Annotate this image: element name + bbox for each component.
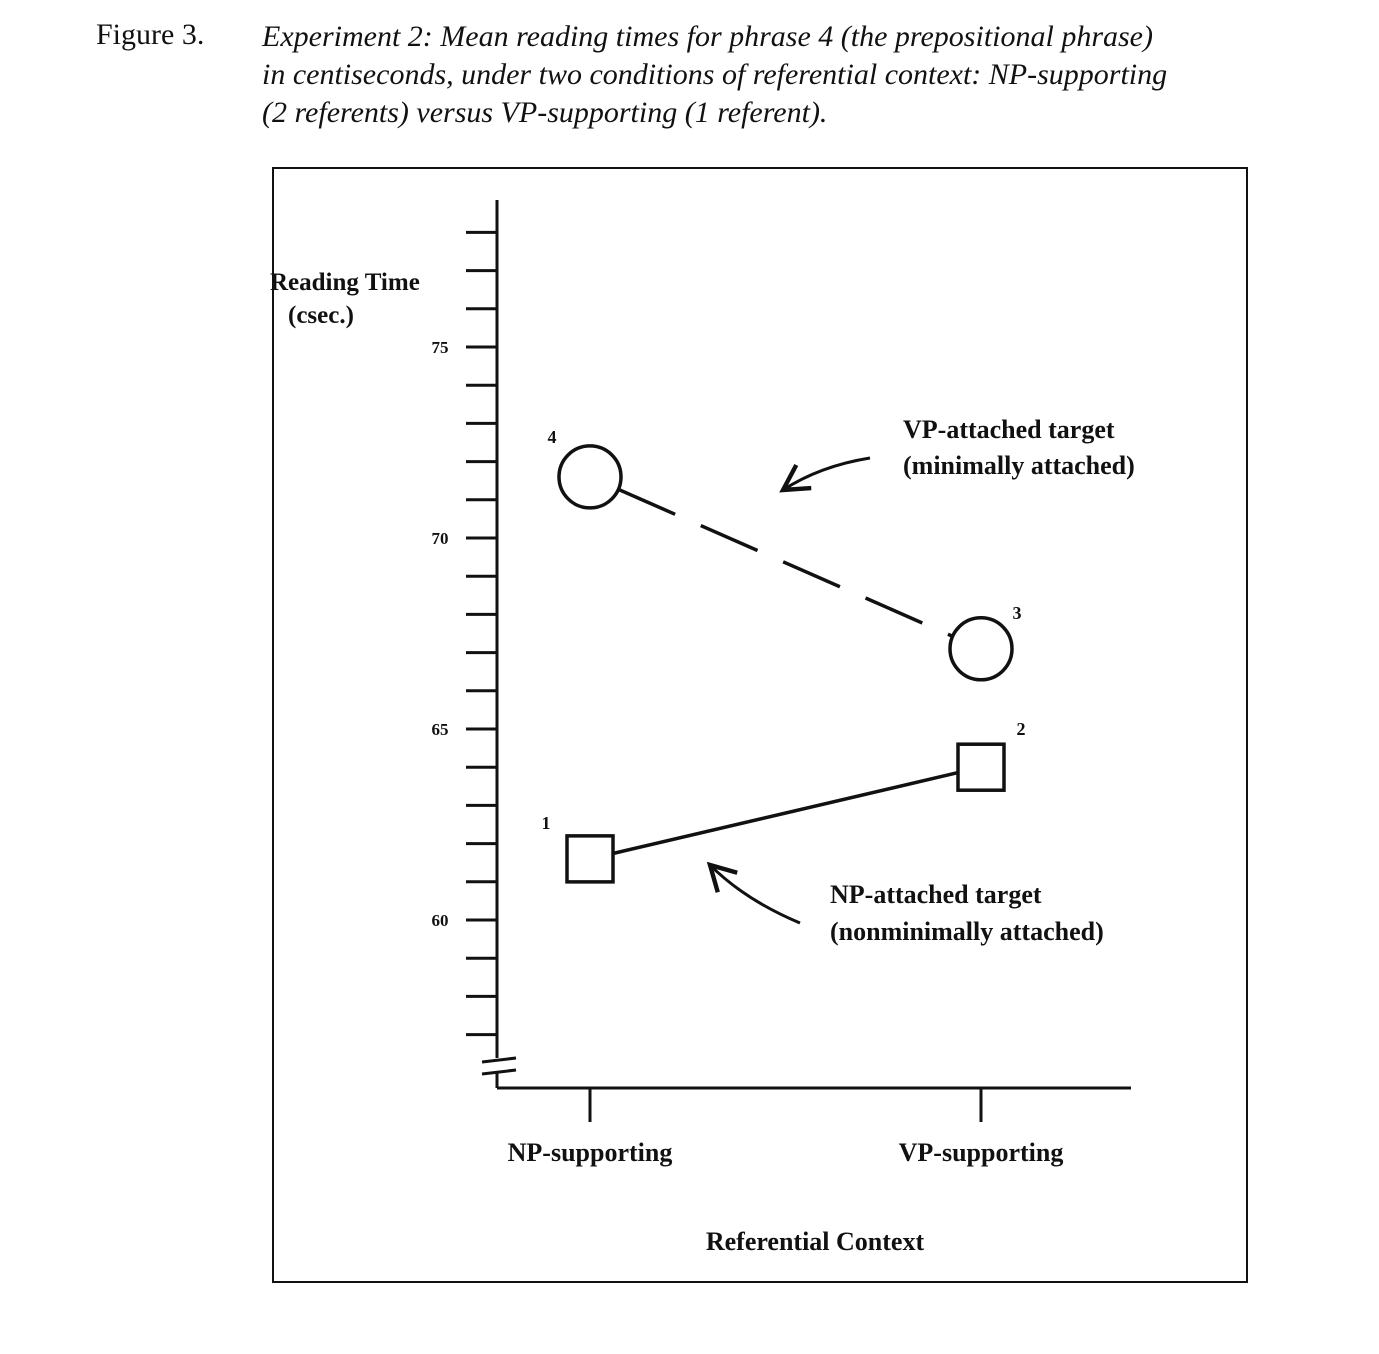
- y-tick-label: 60: [432, 911, 449, 930]
- axis-break-mark: [481, 1056, 517, 1064]
- x-axis-label: Referential Context: [706, 1227, 925, 1256]
- caption-line-1: Experiment 2: Mean reading times for phr…: [262, 20, 1153, 53]
- chart-frame: [272, 167, 1248, 1283]
- data-point-label: 3: [1013, 603, 1022, 623]
- annotation-arrow: [706, 861, 801, 925]
- series-layer: 4 3 1 2: [542, 427, 1026, 884]
- axes: 60 65 70 75 Reading Time (csec.) NP-supporting…: [270, 200, 1131, 1256]
- series-label-line-1: VP-attached target: [903, 415, 1115, 444]
- y-tick-label: 75: [432, 338, 449, 357]
- series-line-1: [617, 487, 954, 638]
- y-tick-label: 70: [432, 529, 449, 548]
- series-line-2: [611, 770, 960, 856]
- axis-break-mark: [481, 1068, 517, 1076]
- data-point-label: 2: [1017, 719, 1026, 739]
- x-tick-label: NP-supporting: [508, 1138, 673, 1167]
- y-axis-label-line-2: (csec.): [288, 302, 354, 329]
- series-label-line-1: NP-attached target: [830, 880, 1042, 909]
- y-axis-label-line-1: Reading Time: [270, 269, 420, 296]
- x-tick-label: VP-supporting: [899, 1138, 1064, 1167]
- data-point-square: [565, 834, 615, 884]
- data-point-circle: [948, 616, 1014, 682]
- caption-line-2: in centiseconds, under two conditions of…: [262, 58, 1168, 91]
- y-tick-label: 65: [432, 720, 449, 739]
- series-label-line-2: (minimally attached): [903, 451, 1135, 480]
- annotation-arrow: [779, 456, 871, 493]
- figure-caption: Experiment 2: Mean reading times for phr…: [262, 18, 1352, 132]
- caption-line-3: (2 referents) versus VP-supporting (1 re…: [262, 96, 828, 129]
- figure-label: Figure 3.: [96, 18, 205, 51]
- annotation-layer: VP-attached target (minimally attached) NP…: [706, 415, 1135, 946]
- data-point-label: 4: [548, 427, 557, 447]
- data-point-circle: [557, 444, 623, 510]
- series-label-line-2: (nonminimally attached): [830, 917, 1104, 946]
- data-point-square: [956, 742, 1006, 792]
- data-point-label: 1: [542, 813, 551, 833]
